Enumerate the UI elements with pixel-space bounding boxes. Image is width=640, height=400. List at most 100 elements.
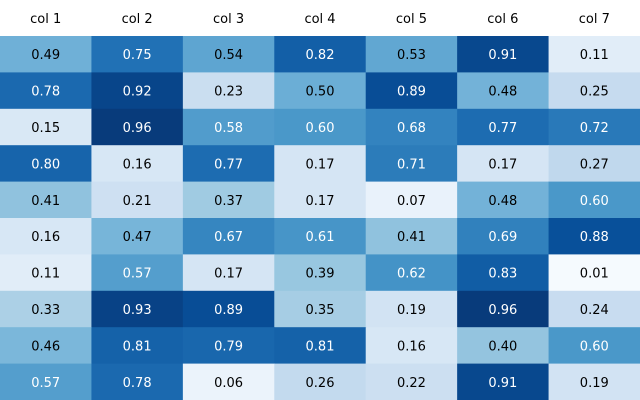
- cell-value-label: 0.77: [488, 121, 517, 136]
- heatmap-cell: [91, 36, 184, 73]
- cell-value-label: 0.40: [488, 339, 517, 354]
- cell-value-label: 0.23: [214, 85, 243, 100]
- cell-value-label: 0.69: [488, 230, 517, 245]
- heatmap-cell: [457, 108, 550, 146]
- heatmap-cell: [182, 145, 275, 183]
- heatmap-cell: [0, 36, 92, 73]
- cell-value-label: 0.47: [123, 230, 152, 245]
- heatmap-cell: [274, 218, 367, 255]
- heatmap-cells: 0.49 0.75 0.54 0.82 0.53 0.91 0.11 0.78 0.92 0.23…: [0, 36, 640, 400]
- cell-value-label: 0.37: [214, 194, 243, 209]
- heatmap-cell: [274, 363, 367, 400]
- cell-value-label: 0.26: [306, 376, 335, 391]
- heatmap-cell: [91, 290, 184, 328]
- column-header: col 2: [122, 12, 153, 27]
- cell-value-label: 0.11: [580, 48, 609, 63]
- heatmap-cell: [457, 145, 550, 183]
- heatmap-cell: [365, 218, 458, 255]
- column-header: col 3: [213, 12, 244, 27]
- cell-value-label: 0.53: [397, 48, 426, 63]
- heatmap-cell: [457, 72, 550, 110]
- cell-value-label: 0.11: [31, 267, 60, 282]
- heatmap-cell: [91, 254, 184, 292]
- cell-value-label: 0.81: [123, 339, 152, 354]
- cell-value-label: 0.54: [214, 48, 243, 63]
- cell-value-label: 0.75: [123, 48, 152, 63]
- cell-value-label: 0.83: [488, 267, 517, 282]
- heatmap-cell: [182, 108, 275, 146]
- cell-value-label: 0.19: [397, 303, 426, 318]
- heatmap-cell: [548, 145, 640, 183]
- heatmap-cell: [274, 36, 367, 73]
- heatmap-cell: [457, 327, 550, 365]
- cell-value-label: 0.22: [397, 376, 426, 391]
- cell-value-label: 0.60: [580, 339, 609, 354]
- cell-value-label: 0.48: [488, 85, 517, 100]
- cell-value-label: 0.58: [214, 121, 243, 136]
- heatmap-cell: [182, 36, 275, 73]
- heatmap-cell: [274, 181, 367, 219]
- cell-value-label: 0.96: [488, 303, 517, 318]
- heatmap-cell: [365, 327, 458, 365]
- cell-value-label: 0.67: [214, 230, 243, 245]
- cell-value-label: 0.33: [31, 303, 60, 318]
- column-header: col 7: [579, 12, 610, 27]
- heatmap-cell: [365, 181, 458, 219]
- heatmap-cell: [548, 218, 640, 255]
- cell-value-label: 0.78: [31, 85, 60, 100]
- cell-value-label: 0.16: [123, 157, 152, 172]
- cell-value-label: 0.48: [488, 194, 517, 209]
- cell-value-label: 0.92: [123, 85, 152, 100]
- heatmap-cell: [548, 36, 640, 73]
- heatmap-cell: [274, 254, 367, 292]
- heatmap-cell: [457, 36, 550, 73]
- heatmap-cell: [457, 181, 550, 219]
- heatmap-cell: [182, 72, 275, 110]
- cell-value-label: 0.71: [397, 157, 426, 172]
- heatmap-cell: [0, 327, 92, 365]
- cell-value-label: 0.89: [214, 303, 243, 318]
- column-header: col 5: [396, 12, 427, 27]
- cell-value-label: 0.35: [306, 303, 335, 318]
- heatmap-cell: [0, 363, 92, 400]
- heatmap-cell: [182, 181, 275, 219]
- heatmap-cell: [0, 108, 92, 146]
- cell-value-label: 0.17: [214, 267, 243, 282]
- heatmap-cell: [182, 327, 275, 365]
- cell-value-label: 0.24: [580, 303, 609, 318]
- cell-value-label: 0.21: [123, 194, 152, 209]
- cell-value-label: 0.17: [306, 194, 335, 209]
- heatmap-cell: [548, 327, 640, 365]
- column-headers: col 1 col 2 col 3 col 4 col 5 col 6 col 7: [30, 12, 610, 27]
- cell-value-label: 0.91: [488, 376, 517, 391]
- heatmap-cell: [91, 363, 184, 400]
- heatmap-cell: [0, 181, 92, 219]
- cell-value-label: 0.60: [306, 121, 335, 136]
- heatmap-cell: [91, 145, 184, 183]
- heatmap-cell: [365, 72, 458, 110]
- heatmap-cell: [365, 108, 458, 146]
- cell-value-label: 0.17: [488, 157, 517, 172]
- cell-value-label: 0.89: [397, 85, 426, 100]
- heatmap-cell: [274, 327, 367, 365]
- cell-value-label: 0.46: [31, 339, 60, 354]
- heatmap-cell: [91, 72, 184, 110]
- cell-value-label: 0.06: [214, 376, 243, 391]
- heatmap-cell: [182, 363, 275, 400]
- heatmap-cell: [457, 218, 550, 255]
- column-header: col 4: [304, 12, 335, 27]
- cell-value-label: 0.81: [306, 339, 335, 354]
- column-header: col 1: [30, 12, 61, 27]
- cell-value-label: 0.96: [123, 121, 152, 136]
- cell-value-label: 0.16: [31, 230, 60, 245]
- heatmap-cell: [274, 145, 367, 183]
- heatmap-cell: [0, 218, 92, 255]
- heatmap-cell: [548, 290, 640, 328]
- heatmap-cell: [91, 108, 184, 146]
- heatmap-cell: [274, 72, 367, 110]
- cell-value-label: 0.41: [397, 230, 426, 245]
- heatmap-cell: [457, 290, 550, 328]
- heatmap-cell: [365, 36, 458, 73]
- heatmap-cell: [0, 290, 92, 328]
- heatmap-cell: [457, 363, 550, 400]
